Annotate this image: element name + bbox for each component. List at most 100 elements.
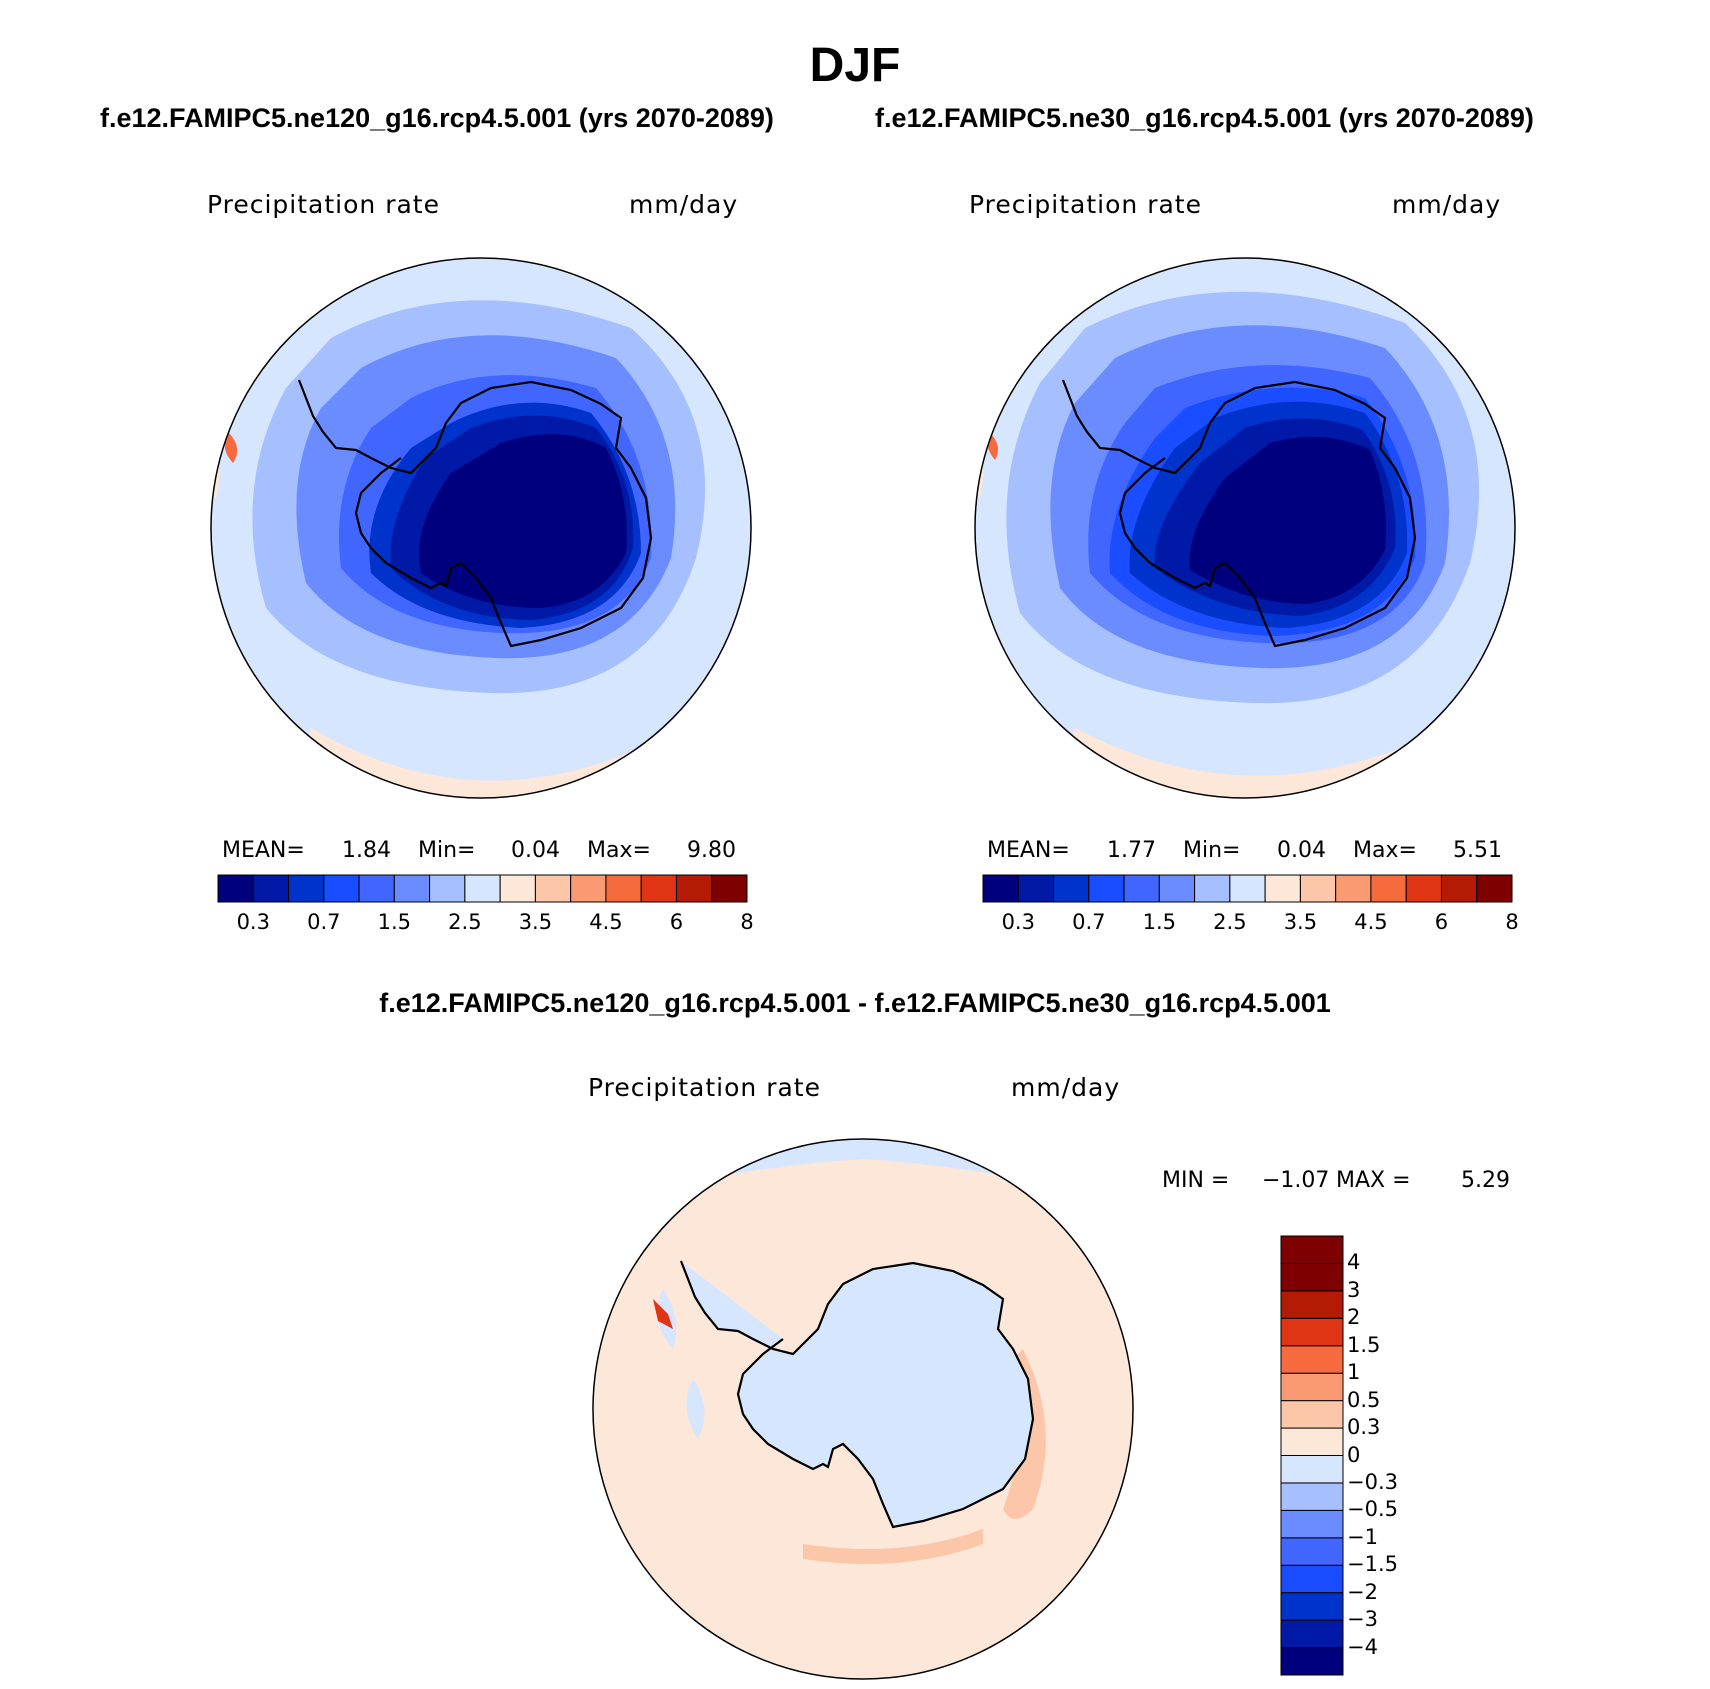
panel3-colorbar: [1280, 1235, 1344, 1676]
colorbar-tick-label: 8: [1505, 910, 1519, 934]
colorbar-swatch: [1123, 874, 1160, 903]
colorbar-tick-label: 4: [1347, 1250, 1361, 1275]
colorbar-swatch: [1280, 1345, 1344, 1374]
colorbar-swatch: [1280, 1400, 1344, 1429]
colorbar-swatch: [1299, 874, 1337, 903]
colorbar-swatch: [1280, 1262, 1344, 1292]
colorbar-swatch: [1280, 1537, 1344, 1566]
panel2-map: [974, 257, 1516, 799]
colorbar-swatch: [1280, 1647, 1344, 1676]
panel1-mean-value: 1.84: [342, 838, 391, 863]
colorbar-tick-label: 8: [740, 910, 754, 934]
colorbar-tick-label: 1: [1347, 1360, 1361, 1385]
colorbar-swatch: [1017, 874, 1055, 903]
colorbar-tick-label: 3: [1347, 1277, 1361, 1302]
colorbar-swatch: [1280, 1592, 1344, 1621]
colorbar-tick-label: 0.3: [1001, 910, 1035, 934]
panel3-min-value: −1.07: [1262, 1168, 1330, 1193]
panel3-max-value: 5.29: [1461, 1168, 1510, 1193]
colorbar-swatch: [1053, 874, 1090, 903]
colorbar-swatch: [1194, 874, 1231, 903]
colorbar-tick-label: −3: [1347, 1607, 1378, 1632]
colorbar-swatch: [534, 874, 572, 903]
colorbar-swatch: [1280, 1482, 1344, 1511]
colorbar-swatch: [605, 874, 642, 903]
colorbar-swatch: [393, 874, 431, 903]
colorbar-swatch: [1280, 1235, 1344, 1264]
colorbar-tick-label: −0.5: [1347, 1497, 1398, 1522]
colorbar-swatch: [1405, 874, 1442, 903]
colorbar-tick-label: 1.5: [377, 910, 412, 934]
colorbar-tick-label: 6: [669, 910, 684, 934]
colorbar-swatch: [1280, 1317, 1344, 1347]
colorbar-swatch: [1280, 1509, 1344, 1539]
colorbar-swatch: [323, 874, 360, 903]
colorbar-swatch: [711, 874, 748, 903]
colorbar-tick-label: 0.5: [1347, 1387, 1381, 1412]
colorbar-swatch: [640, 874, 677, 903]
colorbar-tick-label: 2.5: [1213, 910, 1247, 934]
panel3-units: mm/day: [1011, 1073, 1121, 1102]
colorbar-swatch: [358, 874, 395, 903]
colorbar-tick-label: 0.3: [236, 910, 270, 934]
panel2-max-label: Max=: [1353, 838, 1417, 863]
colorbar-swatch: [464, 874, 501, 903]
colorbar-swatch: [1088, 874, 1125, 903]
figure-title: DJF: [809, 39, 901, 92]
panel2-min-label: Min=: [1183, 838, 1241, 863]
panel2-mean-value: 1.77: [1107, 838, 1156, 863]
colorbar-swatch: [1158, 874, 1196, 903]
panel1-map: [210, 257, 752, 799]
panel2-max-value: 5.51: [1453, 838, 1502, 863]
colorbar-tick-label: 2.5: [448, 910, 482, 934]
colorbar-tick-label: 0.3: [1347, 1415, 1381, 1440]
colorbar-swatch: [1476, 874, 1513, 903]
case1-title: f.e12.FAMIPC5.ne120_g16.rcp4.5.001 (yrs …: [100, 103, 774, 133]
colorbar-tick-label: −4: [1347, 1634, 1378, 1659]
panel1-variable: Precipitation rate: [207, 190, 440, 219]
colorbar-swatch: [429, 874, 466, 903]
colorbar-tick-label: −1: [1347, 1524, 1378, 1549]
panel1-min-value: 0.04: [511, 838, 560, 863]
colorbar-swatch: [570, 874, 607, 903]
colorbar-tick-label: −2: [1347, 1579, 1378, 1604]
colorbar-tick-label: 0.7: [1072, 910, 1106, 934]
colorbar-swatch: [1280, 1619, 1344, 1649]
panel2-colorbar: [982, 874, 1513, 903]
panel3-variable: Precipitation rate: [588, 1073, 821, 1102]
panel1-min-label: Min=: [418, 838, 476, 863]
colorbar-swatch: [1335, 874, 1372, 903]
panel1-colorbar: [217, 874, 748, 903]
colorbar-tick-label: −1.5: [1347, 1552, 1398, 1577]
colorbar-swatch: [1280, 1427, 1344, 1456]
colorbar-tick-label: 4.5: [1354, 910, 1388, 934]
colorbar-tick-label: 4.5: [589, 910, 623, 934]
panel3-min-label: MIN =: [1162, 1168, 1230, 1193]
colorbar-swatch: [1280, 1455, 1344, 1484]
colorbar-swatch: [1440, 874, 1478, 903]
panel3-max-label: MAX =: [1336, 1168, 1411, 1193]
colorbar-tick-label: 2: [1347, 1305, 1361, 1330]
panel1-max-label: Max=: [587, 838, 651, 863]
panel1-max-value: 9.80: [687, 838, 736, 863]
colorbar-swatch: [1280, 1564, 1344, 1594]
colorbar-tick-label: 3.5: [1283, 910, 1318, 934]
colorbar-swatch: [1280, 1372, 1344, 1402]
colorbar-tick-label: 0.7: [307, 910, 341, 934]
colorbar-swatch: [982, 874, 1019, 903]
colorbar-swatch: [217, 874, 254, 903]
panel2-min-value: 0.04: [1277, 838, 1326, 863]
colorbar-tick-label: 1.5: [1142, 910, 1177, 934]
colorbar-tick-label: 0: [1347, 1442, 1361, 1467]
colorbar-swatch: [1264, 874, 1301, 903]
panel3-map: [592, 1138, 1134, 1680]
colorbar-tick-label: 1.5: [1347, 1332, 1381, 1357]
colorbar-swatch: [675, 874, 713, 903]
colorbar-tick-label: 6: [1434, 910, 1449, 934]
colorbar-swatch: [1370, 874, 1407, 903]
panel2-units: mm/day: [1392, 190, 1502, 219]
panel2-mean-label: MEAN=: [987, 838, 1070, 863]
panel1-units: mm/day: [629, 190, 739, 219]
colorbar-tick-label: 3.5: [518, 910, 553, 934]
colorbar-swatch: [288, 874, 325, 903]
